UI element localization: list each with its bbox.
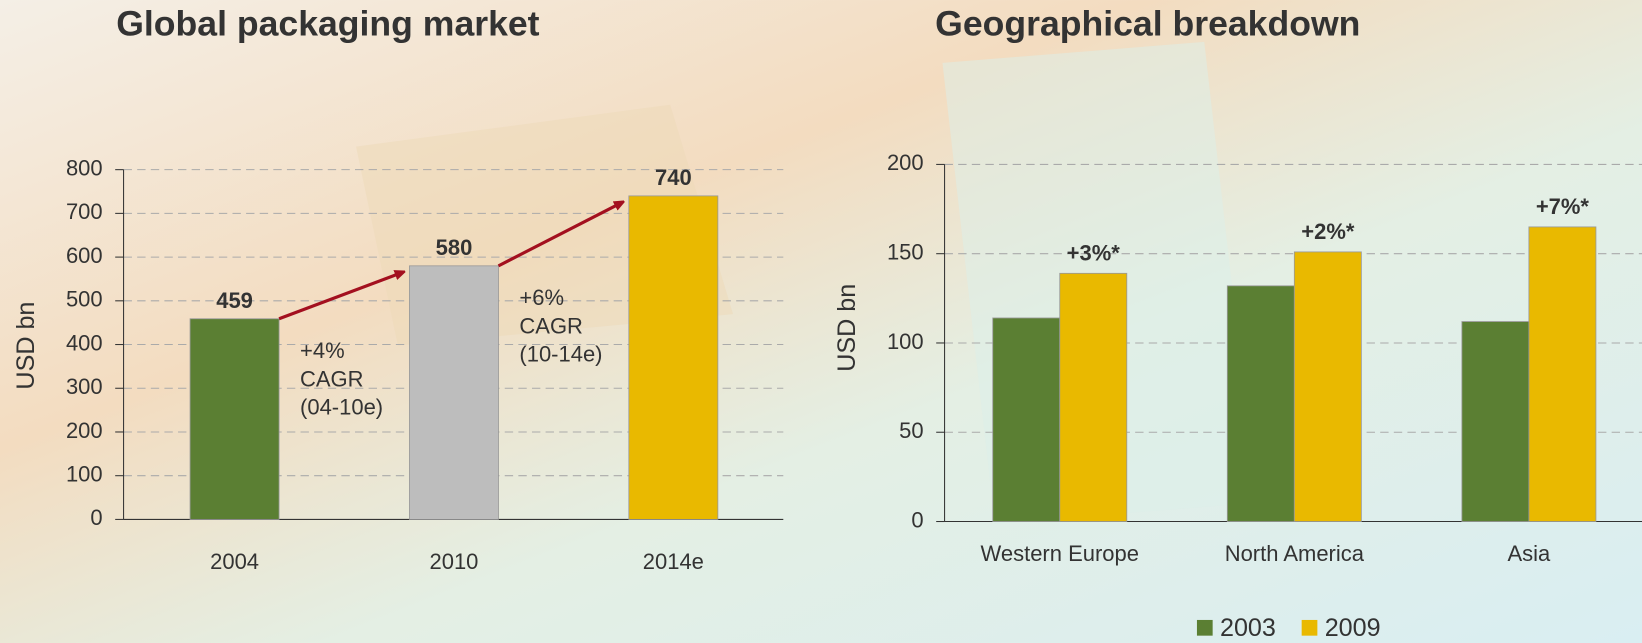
x-tick-label: Western Europe — [981, 541, 1139, 566]
bar — [992, 317, 1061, 522]
y-tick-label: 150 — [887, 240, 924, 265]
legend-label: 2003 — [1220, 614, 1276, 642]
legend-swatch — [1196, 619, 1213, 636]
chart-title: Global packaging market — [116, 4, 539, 44]
y-tick-label: 500 — [66, 287, 103, 312]
annotation: +3%* — [1067, 240, 1121, 265]
bar — [409, 265, 499, 520]
y-tick-label: 300 — [66, 374, 103, 399]
y-tick-label: 700 — [66, 199, 103, 224]
data-label: 740 — [655, 165, 692, 190]
y-axis-label: USD bn — [12, 302, 40, 390]
annotation: +6% — [519, 285, 564, 310]
x-tick-label: 2014e — [643, 549, 704, 574]
y-tick-label: 800 — [66, 155, 103, 180]
y-tick-label: 0 — [911, 507, 923, 532]
growth-arrow — [497, 202, 622, 268]
annotation: +4% — [300, 338, 345, 363]
legend-label: 2009 — [1325, 614, 1381, 642]
annotation: +2%* — [1301, 219, 1355, 244]
bar — [189, 318, 280, 520]
growth-arrow — [278, 272, 403, 321]
x-tick-label: Asia — [1508, 541, 1552, 566]
y-tick-label: 50 — [899, 418, 923, 443]
y-tick-label: 200 — [887, 150, 924, 175]
y-tick-label: 200 — [66, 418, 103, 443]
y-tick-label: 100 — [887, 329, 924, 354]
bar — [1059, 272, 1128, 522]
annotation: (10-14e) — [519, 342, 602, 367]
y-tick-label: 100 — [66, 462, 103, 487]
chart-title: Geographical breakdown — [935, 4, 1360, 44]
x-tick-label: 2010 — [429, 549, 478, 574]
y-axis-label: USD bn — [833, 284, 861, 372]
data-label: 580 — [436, 235, 473, 260]
y-tick-label: 400 — [66, 330, 103, 355]
legend-swatch — [1301, 619, 1318, 636]
y-tick-label: 0 — [90, 505, 102, 530]
bar — [628, 195, 719, 520]
bar — [1461, 321, 1530, 522]
bar — [1528, 226, 1597, 522]
x-tick-label: 2004 — [210, 549, 259, 574]
y-tick-label: 600 — [66, 243, 103, 268]
annotation: CAGR — [300, 366, 364, 391]
bar — [1293, 251, 1362, 522]
x-tick-label: North America — [1225, 541, 1365, 566]
annotation: CAGR — [519, 313, 583, 338]
annotation: +7%* — [1536, 194, 1590, 219]
bar — [1226, 285, 1295, 522]
annotation: (04-10e) — [300, 395, 383, 420]
data-label: 459 — [216, 288, 253, 313]
